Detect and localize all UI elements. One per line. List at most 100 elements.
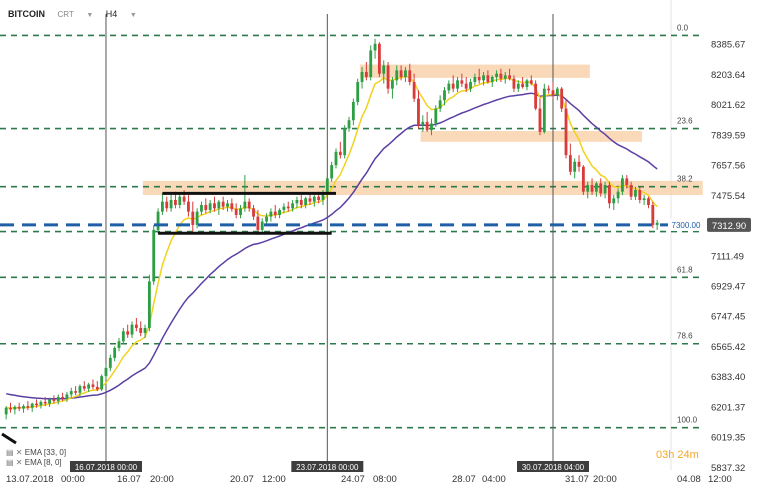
candle-body[interactable] [629, 185, 633, 197]
candle-body[interactable] [555, 88, 559, 96]
candle-body[interactable] [130, 324, 134, 335]
candle-body[interactable] [273, 211, 277, 215]
resistance-zone[interactable] [142, 180, 703, 196]
candle-body[interactable] [538, 108, 542, 132]
eye-icon[interactable]: ▤ [6, 458, 14, 467]
candle-body[interactable] [61, 396, 64, 399]
candle-body[interactable] [200, 204, 203, 212]
candle-body[interactable] [651, 204, 655, 225]
candle-body[interactable] [65, 394, 69, 399]
candle-body[interactable] [495, 73, 498, 78]
candle-body[interactable] [529, 80, 533, 84]
candle-body[interactable] [642, 198, 646, 200]
close-icon[interactable]: ✕ [15, 458, 23, 467]
candle-body[interactable] [260, 221, 264, 230]
candle-body[interactable] [74, 391, 78, 393]
candle-body[interactable] [321, 193, 325, 200]
candle-body[interactable] [217, 201, 221, 209]
candle-body[interactable] [187, 201, 190, 212]
candle-body[interactable] [425, 121, 429, 131]
candle-body[interactable] [369, 50, 373, 78]
candle-body[interactable] [655, 222, 659, 225]
candle-body[interactable] [551, 90, 555, 96]
candle-body[interactable] [269, 211, 273, 217]
candle-body[interactable] [69, 391, 73, 395]
candle-body[interactable] [421, 121, 425, 126]
candle-body[interactable] [412, 82, 416, 99]
candle-body[interactable] [243, 201, 247, 209]
candle-body[interactable] [174, 199, 177, 205]
candle-body[interactable] [91, 384, 95, 387]
resistance-zone[interactable] [420, 131, 642, 142]
close-icon[interactable]: ✕ [15, 448, 23, 457]
candle-body[interactable] [52, 399, 56, 402]
candle-body[interactable] [252, 208, 255, 217]
candle-body[interactable] [213, 203, 216, 209]
candle-body[interactable] [512, 78, 516, 89]
candle-body[interactable] [87, 384, 91, 389]
candle-body[interactable] [338, 151, 342, 156]
candle-body[interactable] [391, 80, 394, 89]
candle-body[interactable] [334, 151, 338, 166]
candle-body[interactable] [330, 165, 334, 179]
candle-body[interactable] [608, 185, 611, 204]
candle-body[interactable] [30, 403, 34, 408]
candle-body[interactable] [26, 406, 30, 408]
candle-body[interactable] [438, 100, 442, 109]
candle-body[interactable] [621, 178, 624, 192]
candle-body[interactable] [256, 216, 260, 230]
candle-body[interactable] [577, 161, 581, 167]
candle-body[interactable] [143, 327, 147, 333]
candle-body[interactable] [404, 70, 407, 78]
candle-body[interactable] [581, 166, 585, 192]
eye-icon[interactable]: ▤ [6, 448, 14, 457]
candle-body[interactable] [469, 82, 472, 89]
candle-body[interactable] [451, 83, 455, 89]
candle-body[interactable] [612, 198, 616, 204]
candle-body[interactable] [573, 161, 577, 172]
candle-body[interactable] [360, 72, 364, 83]
candle-body[interactable] [317, 196, 321, 200]
candle-body[interactable] [560, 88, 564, 109]
candle-body[interactable] [343, 128, 347, 156]
ema-8-legend[interactable]: ▤ ✕ EMA [8, 0] [6, 458, 62, 467]
candle-body[interactable] [43, 401, 47, 404]
candle-body[interactable] [17, 406, 21, 409]
candle-body[interactable] [473, 77, 477, 83]
candle-body[interactable] [182, 196, 186, 202]
candle-body[interactable] [247, 201, 251, 209]
candle-body[interactable] [564, 108, 568, 156]
candle-body[interactable] [78, 386, 82, 393]
candle-body[interactable] [443, 90, 446, 101]
candle-body[interactable] [104, 367, 108, 377]
candle-body[interactable] [304, 198, 308, 205]
candle-body[interactable] [464, 83, 468, 89]
candle-body[interactable] [22, 406, 25, 409]
candle-body[interactable] [48, 399, 51, 404]
candle-body[interactable] [139, 327, 143, 333]
candle-body[interactable] [56, 396, 60, 402]
chevron-down-icon[interactable]: ▼ [86, 12, 94, 19]
candle-body[interactable] [221, 201, 225, 207]
candle-body[interactable] [265, 216, 268, 222]
candle-body[interactable] [525, 80, 529, 87]
candle-body[interactable] [460, 80, 464, 84]
candle-body[interactable] [299, 199, 303, 205]
candle-body[interactable] [13, 406, 17, 410]
candle-body[interactable] [534, 83, 538, 109]
candle-body[interactable] [325, 178, 329, 194]
candle-body[interactable] [521, 83, 525, 87]
candle-body[interactable] [586, 185, 590, 192]
candle-body[interactable] [121, 331, 125, 342]
chevron-down-icon[interactable]: ▼ [129, 12, 137, 19]
candle-body[interactable] [9, 407, 12, 410]
resistance-zone[interactable] [359, 64, 590, 78]
candle-body[interactable] [126, 331, 130, 335]
candle-body[interactable] [278, 209, 281, 215]
candle-body[interactable] [165, 201, 169, 209]
candle-body[interactable] [312, 196, 316, 202]
candle-body[interactable] [234, 209, 238, 215]
candle-body[interactable] [204, 204, 208, 210]
candle-body[interactable] [568, 155, 572, 172]
account-type-label[interactable]: CRT [57, 10, 74, 19]
